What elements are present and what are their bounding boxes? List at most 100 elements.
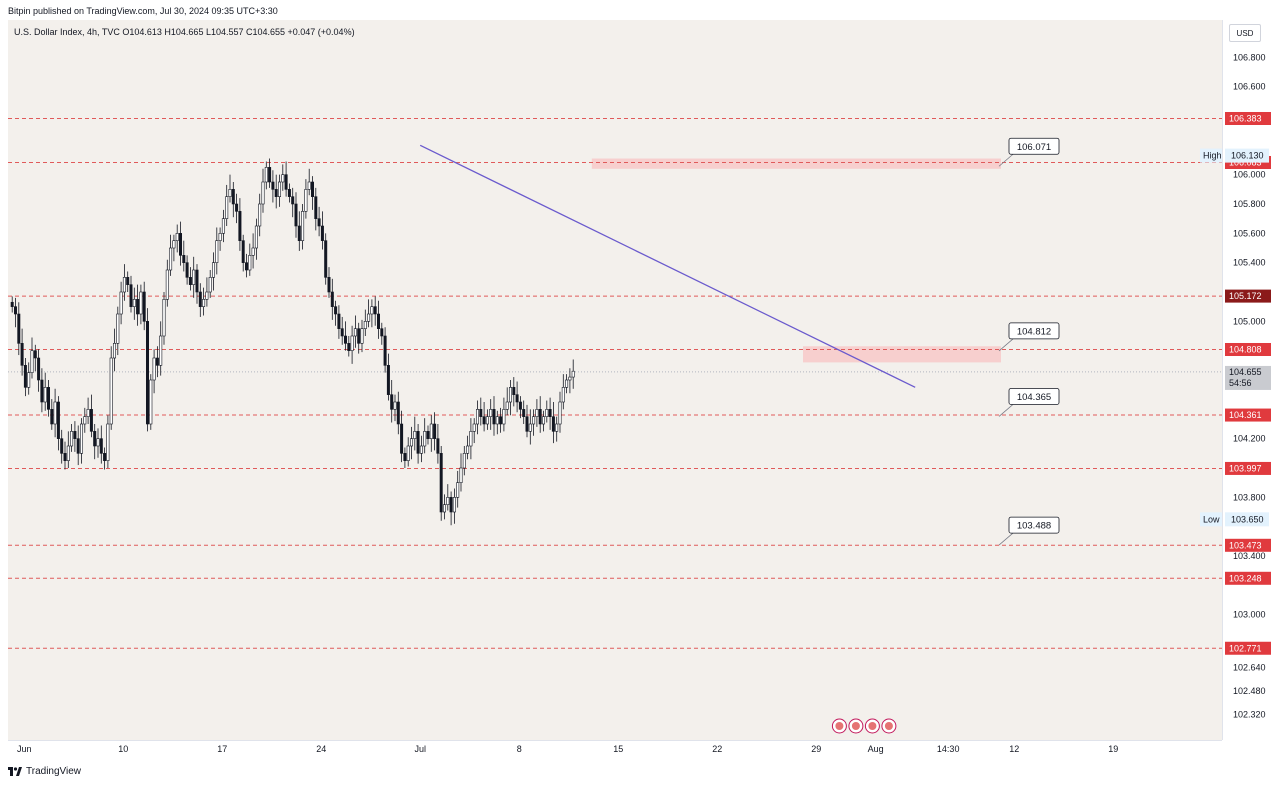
candle-body <box>416 431 420 454</box>
candle-body <box>419 445 423 454</box>
level-price-text: 105.172 <box>1229 291 1262 301</box>
candle-body <box>548 409 552 417</box>
price-tick-label: 106.000 <box>1233 170 1266 180</box>
callout-box <box>1008 516 1060 534</box>
high-marker-tag <box>1200 148 1222 163</box>
time-axis-labels: Jun 10 17 24 Jul 8 15 22 29 Aug 14:30 12 19 <box>17 744 1118 754</box>
time-tick-label: 8 <box>517 744 522 754</box>
candle-body <box>182 255 186 263</box>
candle-body <box>46 387 50 410</box>
candle-body <box>251 247 255 256</box>
tradingview-footer[interactable]: TradingView <box>8 766 81 777</box>
chart-area[interactable]: 106.071 104.812 104.365 103.488 High Low <box>8 20 1222 740</box>
low-marker-value: 103.650 <box>1231 514 1264 524</box>
time-tick-label: 22 <box>712 744 722 754</box>
candle-body <box>452 497 456 513</box>
price-tick-label: 104.200 <box>1233 434 1266 444</box>
candle-body <box>40 379 44 403</box>
candle-body <box>429 423 433 439</box>
currency-button[interactable]: USD <box>1229 24 1261 42</box>
candle-body <box>142 291 146 322</box>
candle-body <box>317 218 321 227</box>
candle-body <box>119 291 123 315</box>
callout-pointer <box>998 338 1014 352</box>
candle-body <box>248 255 252 271</box>
candle-body <box>33 350 37 359</box>
flag-icon <box>835 722 844 730</box>
candle-body <box>291 196 295 205</box>
candle-body <box>185 262 189 278</box>
candlestick-chart[interactable]: 106.071 104.812 104.365 103.488 High Low <box>8 20 1222 740</box>
resistance-zone <box>803 346 1001 363</box>
candle-body <box>268 167 272 183</box>
candle-body <box>525 416 529 432</box>
candle-body <box>264 167 268 183</box>
candle-body <box>195 269 199 293</box>
candle-body <box>17 313 21 344</box>
level-price-label <box>1225 641 1271 655</box>
time-axis[interactable]: Jun 10 17 24 Jul 8 15 22 29 Aug 14:30 12 19 <box>8 740 1222 759</box>
candle-body <box>565 379 569 388</box>
price-tick-label: 106.800 <box>1233 52 1266 62</box>
current-price-label <box>1225 365 1271 390</box>
level-price-label <box>1225 538 1271 552</box>
candle-body <box>532 416 536 425</box>
candle-body <box>380 328 384 337</box>
candle-body <box>340 328 344 337</box>
candle-body <box>538 409 542 425</box>
candle-body <box>406 445 410 461</box>
price-tick-label: 103.800 <box>1233 492 1266 502</box>
resistance-zone <box>591 158 1001 169</box>
callout-box <box>1008 322 1060 340</box>
candle-body <box>314 196 318 219</box>
level-price-label <box>1225 408 1271 422</box>
time-tick-label: 17 <box>217 744 227 754</box>
candle-body <box>492 409 496 425</box>
candle-body <box>459 467 463 483</box>
candle-body <box>433 423 437 439</box>
level-price-text: 106.383 <box>1229 113 1262 123</box>
level-price-label <box>1225 571 1271 585</box>
candle-body <box>218 233 222 241</box>
candle-body <box>337 313 341 329</box>
candle-body <box>179 233 183 256</box>
candle-body <box>518 401 522 410</box>
candle-body <box>37 357 41 381</box>
candle-body <box>122 277 126 293</box>
candle-body <box>139 291 143 315</box>
candle-body <box>541 416 545 425</box>
callout-pointer <box>998 404 1014 417</box>
candle-body <box>23 365 27 388</box>
candle-body <box>297 225 301 241</box>
candle-body <box>403 453 407 461</box>
low-marker-label: Low <box>1203 514 1220 524</box>
candle-body <box>152 357 156 381</box>
current-price-value: 104.655 <box>1229 367 1262 377</box>
candle-body <box>327 277 331 293</box>
candle-body <box>393 401 397 410</box>
time-tick-label: 14:30 <box>937 744 960 754</box>
price-axis[interactable]: 106.800 106.600 106.000 105.800 105.600 105.4… <box>1222 20 1280 740</box>
time-tick-label: 12 <box>1009 744 1019 754</box>
candle-body <box>109 357 113 425</box>
candle-body <box>383 335 387 366</box>
candle-body <box>221 218 225 234</box>
candle-body <box>528 423 532 432</box>
candle-body <box>235 203 239 212</box>
candle-body <box>162 299 166 337</box>
candle-body <box>462 453 466 469</box>
candle-body <box>155 357 159 366</box>
candle-body <box>63 453 67 461</box>
time-tick-label: 24 <box>316 744 326 754</box>
candle-body <box>495 416 499 425</box>
level-price-label <box>1225 289 1271 303</box>
candle-body <box>558 401 562 425</box>
candle-body <box>238 211 242 241</box>
low-marker-tag <box>1200 512 1222 527</box>
candle-body <box>320 225 324 241</box>
candle-body <box>172 240 176 249</box>
candle-body <box>334 306 338 315</box>
level-price-label <box>1225 342 1271 356</box>
candle-body <box>307 181 311 190</box>
candle-body <box>439 453 443 513</box>
